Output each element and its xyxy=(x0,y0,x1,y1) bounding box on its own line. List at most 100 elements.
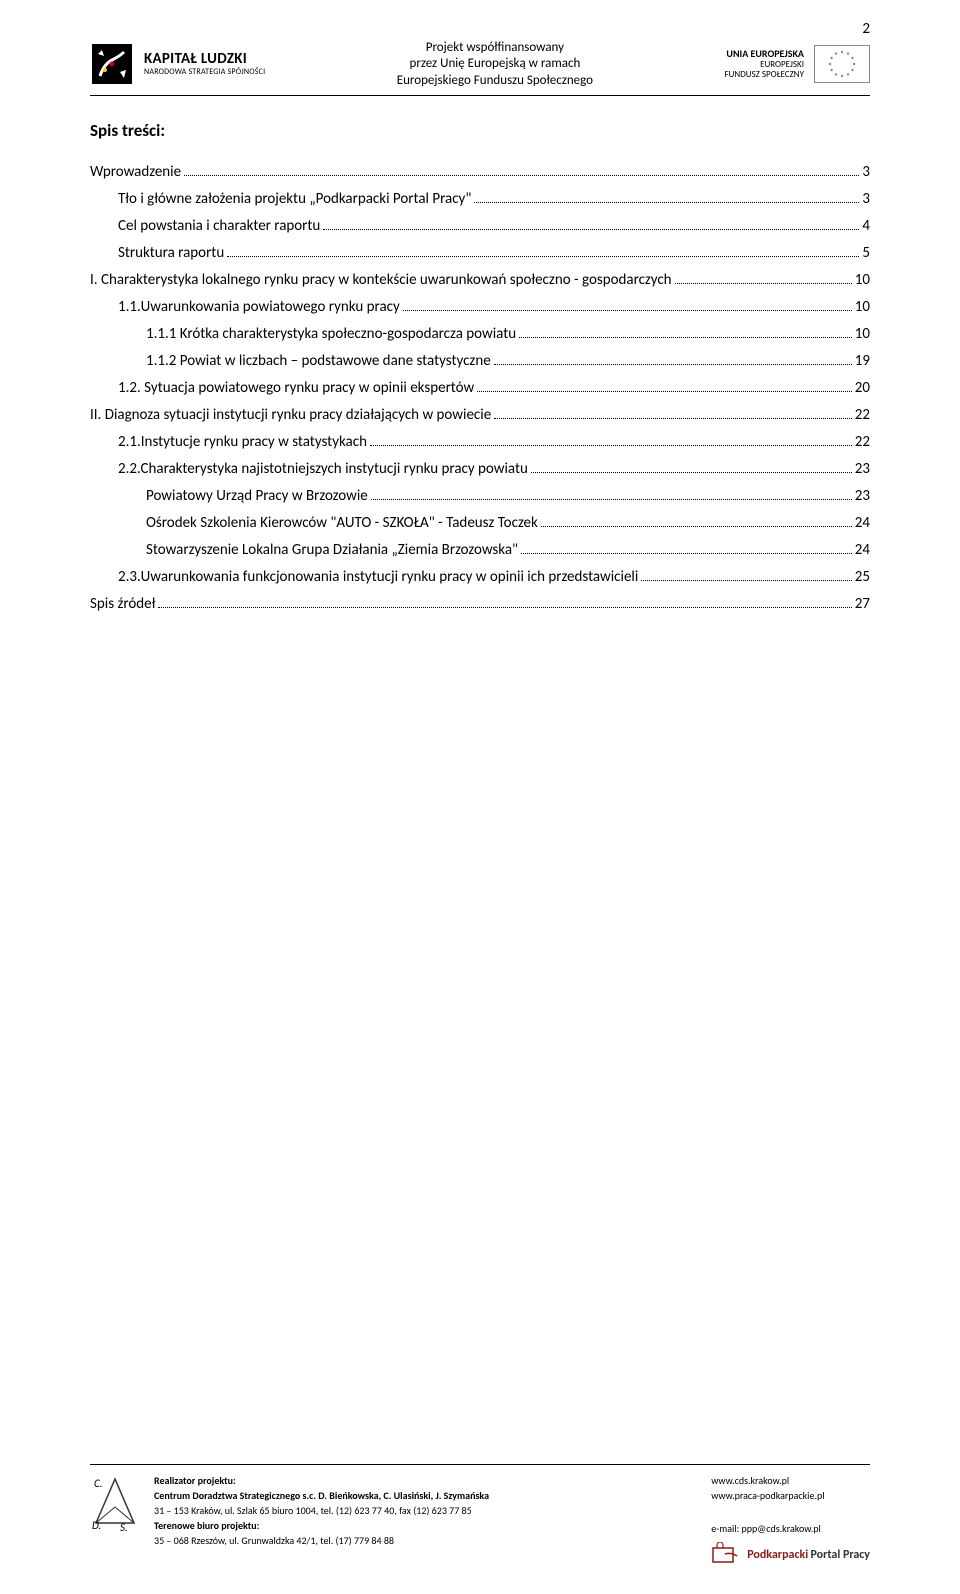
toc-row: 2.1.Instytucje rynku pracy w statystykac… xyxy=(90,433,870,451)
eu-line: UNIA EUROPEJSKA xyxy=(724,48,804,60)
toc-row: 2.2.Charakterystyka najistotniejszych in… xyxy=(90,460,870,478)
toc-row: Ośrodek Szkolenia Kierowców "AUTO - SZKO… xyxy=(90,514,870,532)
toc-row: I. Charakterystyka lokalnego rynku pracy… xyxy=(90,271,870,289)
footer-link: www.praca-podkarpackie.pl xyxy=(711,1488,870,1503)
toc-dots xyxy=(403,310,852,311)
toc-page: 22 xyxy=(855,406,870,424)
toc-label: Tło i główne założenia projektu „Podkarp… xyxy=(118,190,471,208)
footer-realizator-name: Centrum Doradztwa Strategicznego s.c. D.… xyxy=(154,1488,489,1503)
toc-dots xyxy=(494,418,852,419)
eu-flag-icon xyxy=(814,45,870,83)
toc-dots xyxy=(519,337,852,338)
toc-page: 20 xyxy=(855,379,870,397)
ppp-line1: Podkarpacki xyxy=(747,1548,808,1562)
toc-row: 2.3.Uwarunkowania funkcjonowania instytu… xyxy=(90,568,870,586)
footer-email: ppp@cds.krakow.pl xyxy=(742,1522,821,1535)
toc-row: Struktura raportu 5 xyxy=(90,244,870,262)
toc-page: 24 xyxy=(855,541,870,559)
page-number: 2 xyxy=(862,20,870,38)
toc-label: 2.2.Charakterystyka najistotniejszych in… xyxy=(118,460,528,478)
toc-page: 3 xyxy=(862,190,870,208)
toc-label: I. Charakterystyka lokalnego rynku pracy… xyxy=(90,271,672,289)
toc-dots xyxy=(675,283,852,284)
kapital-ludzki-icon xyxy=(90,42,134,86)
kl-title: KAPITAŁ LUDZKI xyxy=(144,52,265,68)
toc-row: II. Diagnoza sytuacji instytucji rynku p… xyxy=(90,406,870,424)
toc-page: 22 xyxy=(855,433,870,451)
footer-link: www.cds.krakow.pl xyxy=(711,1473,870,1488)
footer-terenowe-addr: 35 – 068 Rzeszów, ul. Grunwaldzka 42/1, … xyxy=(154,1533,489,1548)
toc-label: Wprowadzenie xyxy=(90,163,181,181)
toc-label: 2.3.Uwarunkowania funkcjonowania instytu… xyxy=(118,568,638,586)
toc-page: 27 xyxy=(855,595,870,613)
toc-page: 19 xyxy=(855,352,870,370)
toc-title: Spis treści: xyxy=(90,120,870,141)
toc-row: Wprowadzenie 3 xyxy=(90,163,870,181)
toc-label: 1.1.2 Powiat w liczbach – podstawowe dan… xyxy=(146,352,491,370)
header: KAPITAŁ LUDZKI NARODOWA STRATEGIA SPÓJNO… xyxy=(90,40,870,89)
header-center-line: przez Unię Europejską w ramach xyxy=(275,56,714,72)
toc-dots xyxy=(370,445,852,446)
toc-page: 24 xyxy=(855,514,870,532)
toc-page: 4 xyxy=(862,217,870,235)
toc-page: 10 xyxy=(855,271,870,289)
header-center-line: Europejskiego Funduszu Społecznego xyxy=(275,73,714,89)
footer-email-label: e-mail: xyxy=(711,1522,739,1535)
toc-page: 5 xyxy=(862,244,870,262)
footer: C. S. D. Realizator projektu: Centrum Do… xyxy=(90,1464,870,1566)
footer-terenowe-label: Terenowe biuro projektu: xyxy=(154,1518,489,1533)
toc-dots xyxy=(323,229,859,230)
toc-row: Stowarzyszenie Lokalna Grupa Działania „… xyxy=(90,541,870,559)
toc-dots xyxy=(531,472,852,473)
toc-label: 2.1.Instytucje rynku pracy w statystykac… xyxy=(118,433,367,451)
ppp-line2: Portal Pracy xyxy=(810,1548,870,1562)
toc-page: 23 xyxy=(855,460,870,478)
toc-row: Tło i główne założenia projektu „Podkarp… xyxy=(90,190,870,208)
toc-dots xyxy=(521,553,852,554)
toc-row: Cel powstania i charakter raportu 4 xyxy=(90,217,870,235)
toc-dots xyxy=(494,364,852,365)
kl-logo-block: KAPITAŁ LUDZKI NARODOWA STRATEGIA SPÓJNO… xyxy=(90,42,265,86)
toc-label: Spis źródeł xyxy=(90,595,155,613)
toc-dots xyxy=(371,499,852,500)
toc-label: 1.2. Sytuacja powiatowego rynku pracy w … xyxy=(118,379,474,397)
svg-text:C.: C. xyxy=(94,1477,103,1490)
eu-line: FUNDUSZ SPOŁECZNY xyxy=(724,70,804,81)
svg-text:S.: S. xyxy=(120,1521,128,1533)
toc-dots xyxy=(158,607,851,608)
footer-divider xyxy=(90,1464,870,1465)
toc-page: 10 xyxy=(855,325,870,343)
kl-subtitle: NARODOWA STRATEGIA SPÓJNOŚCI xyxy=(144,68,265,76)
ppp-logo-icon xyxy=(711,1542,739,1566)
toc-page: 25 xyxy=(855,568,870,586)
toc-row: Spis źródeł 27 xyxy=(90,595,870,613)
toc-row: 1.1.1 Krótka charakterystyka społeczno-g… xyxy=(90,325,870,343)
toc: Wprowadzenie 3 Tło i główne założenia pro… xyxy=(90,163,870,613)
toc-label: II. Diagnoza sytuacji instytucji rynku p… xyxy=(90,406,491,424)
footer-realizator-label: Realizator projektu: xyxy=(154,1473,489,1488)
toc-label: Ośrodek Szkolenia Kierowców "AUTO - SZKO… xyxy=(146,514,538,532)
toc-dots xyxy=(474,202,859,203)
toc-row: 1.1.Uwarunkowania powiatowego rynku prac… xyxy=(90,298,870,316)
toc-label: Cel powstania i charakter raportu xyxy=(118,217,320,235)
toc-dots xyxy=(477,391,852,392)
cds-logo-icon: C. S. D. xyxy=(90,1473,140,1533)
toc-label: 1.1.Uwarunkowania powiatowego rynku prac… xyxy=(118,298,400,316)
toc-page: 23 xyxy=(855,487,870,505)
header-center: Projekt współfinansowany przez Unię Euro… xyxy=(265,40,724,89)
toc-label: Stowarzyszenie Lokalna Grupa Działania „… xyxy=(146,541,518,559)
toc-dots xyxy=(227,256,859,257)
toc-row: 1.1.2 Powiat w liczbach – podstawowe dan… xyxy=(90,352,870,370)
toc-dots xyxy=(541,526,852,527)
toc-dots xyxy=(641,580,851,581)
eu-block: UNIA EUROPEJSKA EUROPEJSKI FUNDUSZ SPOŁE… xyxy=(724,45,870,83)
toc-row: Powiatowy Urząd Pracy w Brzozowie 23 xyxy=(90,487,870,505)
svg-text:D.: D. xyxy=(92,1519,101,1532)
header-center-line: Projekt współfinansowany xyxy=(275,40,714,56)
toc-dots xyxy=(184,175,859,176)
toc-page: 3 xyxy=(862,163,870,181)
toc-label: Powiatowy Urząd Pracy w Brzozowie xyxy=(146,487,368,505)
toc-row: 1.2. Sytuacja powiatowego rynku pracy w … xyxy=(90,379,870,397)
toc-page: 10 xyxy=(855,298,870,316)
footer-realizator-addr: 31 – 153 Kraków, ul. Szlak 65 biuro 1004… xyxy=(154,1503,489,1518)
